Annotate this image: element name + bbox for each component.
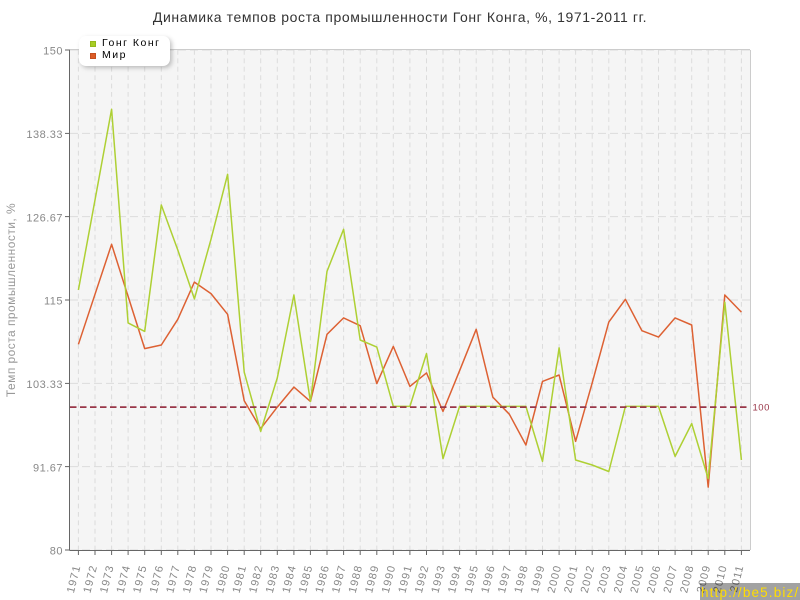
svg-text:80: 80 [50, 546, 63, 558]
svg-text:1982: 1982 [247, 564, 266, 595]
svg-text:1988: 1988 [347, 564, 366, 595]
svg-text:100: 100 [753, 403, 770, 414]
svg-text:1974: 1974 [115, 564, 134, 595]
svg-text:2003: 2003 [595, 564, 614, 595]
svg-text:126.67: 126.67 [26, 212, 63, 224]
svg-text:1981: 1981 [231, 564, 250, 595]
svg-text:2004: 2004 [612, 564, 631, 595]
svg-text:2005: 2005 [628, 564, 647, 595]
svg-text:2007: 2007 [662, 564, 681, 595]
svg-text:1993: 1993 [430, 564, 449, 595]
svg-text:1991: 1991 [396, 564, 415, 595]
svg-text:1978: 1978 [181, 564, 200, 595]
svg-text:1977: 1977 [164, 564, 183, 595]
svg-text:2008: 2008 [678, 564, 697, 595]
svg-text:1990: 1990 [380, 564, 399, 595]
svg-text:115: 115 [44, 296, 63, 308]
svg-text:1984: 1984 [280, 564, 299, 595]
svg-text:1980: 1980 [214, 564, 233, 595]
svg-text:1987: 1987 [330, 564, 349, 595]
svg-text:1979: 1979 [198, 564, 217, 595]
svg-text:138.33: 138.33 [26, 129, 63, 141]
svg-text:150: 150 [43, 46, 63, 58]
svg-text:1985: 1985 [297, 564, 316, 595]
svg-text:2001: 2001 [562, 564, 581, 595]
svg-text:1998: 1998 [512, 564, 531, 595]
svg-text:1999: 1999 [529, 564, 548, 595]
svg-text:1986: 1986 [314, 564, 333, 595]
svg-text:2000: 2000 [546, 564, 565, 595]
svg-text:1976: 1976 [148, 564, 167, 595]
svg-text:1989: 1989 [363, 564, 382, 595]
svg-text:1983: 1983 [264, 564, 283, 595]
svg-text:1971: 1971 [65, 564, 84, 595]
svg-text:1973: 1973 [98, 564, 117, 595]
svg-text:1996: 1996 [479, 564, 498, 595]
svg-text:103.33: 103.33 [26, 379, 63, 391]
svg-text:1975: 1975 [131, 564, 150, 595]
svg-text:91.67: 91.67 [33, 462, 63, 474]
svg-text:1997: 1997 [496, 564, 515, 595]
svg-text:1992: 1992 [413, 564, 432, 595]
svg-text:2006: 2006 [645, 564, 664, 595]
svg-text:2002: 2002 [579, 564, 598, 595]
svg-text:1994: 1994 [446, 564, 465, 595]
svg-text:1995: 1995 [463, 564, 482, 595]
svg-text:1972: 1972 [82, 564, 101, 595]
